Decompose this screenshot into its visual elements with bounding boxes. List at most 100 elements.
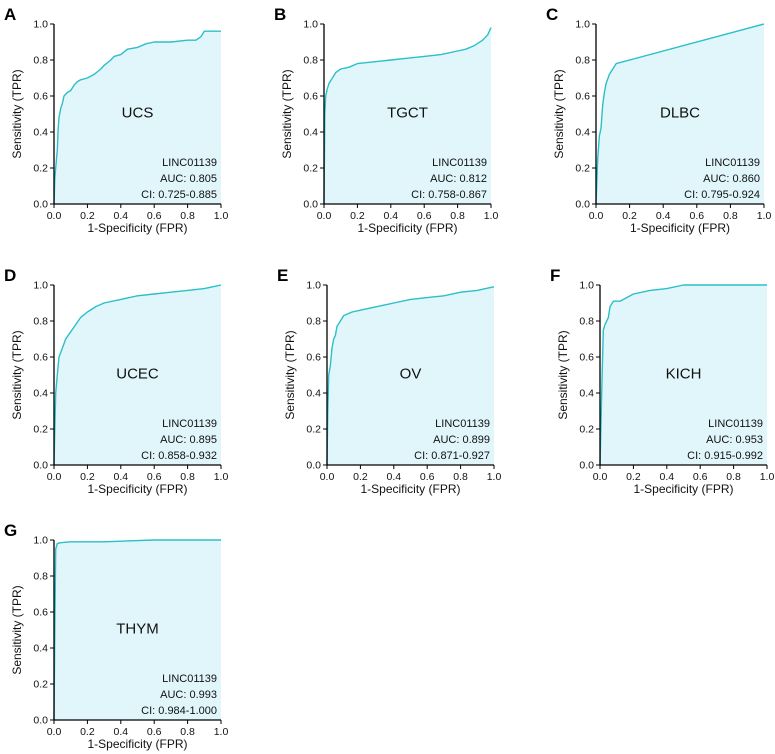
y-tick-label: 1.0: [33, 535, 48, 547]
y-tick-label: 0.6: [303, 91, 318, 103]
x-axis-title: 1-Specificity (FPR): [87, 221, 187, 235]
roc-panel-ov: 0.0 0.2 0.4 0.6 0.8 1.0 0.0 0.2 0.4 0.6 0.8 1.0 1-Sp…: [277, 266, 501, 496]
x-tick-label: 0.6: [417, 210, 432, 222]
roc-area-ov: [327, 286, 494, 465]
y-axis-title: Sensitivity (TPR): [10, 585, 24, 674]
x-tick-label: 1.0: [757, 210, 772, 222]
auc-label: AUC: 0.993: [160, 689, 217, 701]
y-tick-label: 0.8: [306, 316, 321, 328]
ci-label: CI: 0.871-0.927: [414, 450, 490, 462]
x-tick-label: 0.8: [450, 210, 465, 222]
x-tick-label: 0.6: [689, 210, 704, 222]
auc-label: AUC: 0.953: [706, 434, 763, 446]
gene-label: LINC01139: [435, 418, 490, 430]
y-tick-label: 1.0: [575, 19, 590, 31]
y-tick-label: 0.4: [33, 127, 48, 139]
roc-curve-dlbc: [595, 23, 765, 205]
roc-area-ucec: [54, 285, 221, 465]
panel-letter: E: [277, 266, 288, 285]
x-tick-label: 0.2: [622, 210, 637, 222]
panel-letter: D: [4, 266, 16, 285]
ci-label: CI: 0.725-0.885: [141, 189, 217, 201]
y-tick-label: 0.6: [33, 352, 48, 364]
x-axis-title: 1-Specificity (FPR): [360, 482, 460, 496]
y-tick-label: 1.0: [306, 280, 321, 292]
auc-label: AUC: 0.812: [430, 173, 487, 185]
y-tick-label: 0.0: [579, 460, 594, 472]
gene-label: LINC01139: [162, 418, 217, 430]
roc-area-thym: [54, 540, 221, 720]
y-tick-label: 0.2: [303, 163, 318, 175]
ci-label: CI: 0.795-0.924: [684, 189, 760, 201]
x-tick-label: 0.0: [47, 471, 62, 483]
roc-curve-thym: [53, 539, 221, 721]
x-tick-label: 0.2: [80, 471, 95, 483]
x-tick-label: 0.4: [383, 210, 398, 222]
x-tick-label: 0.8: [180, 471, 195, 483]
y-tick-label: 1.0: [33, 19, 48, 31]
gene-label: LINC01139: [708, 418, 763, 430]
y-tick-label: 0.6: [575, 91, 590, 103]
x-tick-label: 0.8: [180, 726, 195, 738]
y-tick-label: 0.8: [575, 55, 590, 67]
x-tick-label: 0.0: [317, 210, 332, 222]
x-tick-label: 0.8: [726, 471, 741, 483]
ci-label: CI: 0.758-0.867: [411, 189, 487, 201]
x-tick-label: 0.6: [693, 471, 708, 483]
roc-area-kich: [600, 285, 767, 465]
y-axis-title: Sensitivity (TPR): [10, 69, 24, 158]
x-tick-label: 1.0: [214, 726, 229, 738]
x-tick-label: 0.6: [147, 471, 162, 483]
y-tick-label: 0.8: [33, 55, 48, 67]
auc-label: AUC: 0.860: [703, 173, 760, 185]
y-tick-label: 0.2: [579, 424, 594, 436]
y-tick-label: 0.0: [33, 715, 48, 727]
y-tick-label: 0.4: [575, 127, 590, 139]
x-tick-label: 1.0: [484, 210, 499, 222]
x-tick-label: 0.2: [80, 210, 95, 222]
x-axis-title: 1-Specificity (FPR): [357, 221, 457, 235]
panel-letter: G: [4, 521, 17, 540]
x-axis-title: 1-Specificity (FPR): [633, 482, 733, 496]
y-tick-label: 1.0: [33, 280, 48, 292]
roc-panel-tgct: 0.0 0.2 0.4 0.6 0.8 1.0 0.0 0.2 0.4 0.6 0.8 1.0 1-Sp…: [274, 5, 498, 235]
y-tick-label: 0.4: [33, 388, 48, 400]
cancer-type-label: UCEC: [116, 366, 159, 383]
y-tick-label: 0.4: [33, 643, 48, 655]
roc-curve-tgct: [323, 27, 492, 205]
y-tick-label: 0.2: [33, 163, 48, 175]
auc-label: AUC: 0.805: [160, 173, 217, 185]
y-tick-label: 1.0: [303, 19, 318, 31]
gene-label: LINC01139: [705, 157, 760, 169]
x-tick-label: 0.6: [420, 471, 435, 483]
y-tick-label: 0.0: [33, 199, 48, 211]
x-tick-label: 0.2: [353, 471, 368, 483]
y-tick-label: 0.8: [579, 316, 594, 328]
y-tick-label: 0.0: [306, 460, 321, 472]
roc-curve-ov: [326, 286, 495, 466]
x-tick-label: 0.0: [47, 726, 62, 738]
x-axis-title: 1-Specificity (FPR): [630, 221, 730, 235]
auc-label: AUC: 0.895: [160, 434, 217, 446]
y-tick-label: 0.4: [579, 388, 594, 400]
y-tick-label: 0.4: [303, 127, 318, 139]
y-tick-label: 0.6: [33, 607, 48, 619]
cancer-type-label: OV: [400, 366, 422, 383]
roc-area-dlbc: [596, 24, 764, 204]
x-tick-label: 0.0: [320, 471, 335, 483]
x-tick-label: 0.0: [47, 210, 62, 222]
x-tick-label: 0.2: [350, 210, 365, 222]
x-tick-label: 1.0: [760, 471, 775, 483]
x-tick-label: 0.4: [113, 471, 128, 483]
x-axis-title: 1-Specificity (FPR): [87, 737, 187, 751]
roc-panel-kich: 0.0 0.2 0.4 0.6 0.8 1.0 0.0 0.2 0.4 0.6 0.8 1.0 1-Sp…: [550, 266, 774, 496]
x-tick-label: 0.4: [113, 726, 128, 738]
y-axis-title: Sensitivity (TPR): [283, 330, 297, 419]
x-tick-label: 0.8: [723, 210, 738, 222]
x-tick-label: 0.4: [113, 210, 128, 222]
y-tick-label: 0.0: [33, 460, 48, 472]
cancer-type-label: UCS: [122, 105, 154, 122]
y-tick-label: 0.2: [306, 424, 321, 436]
x-tick-label: 0.8: [453, 471, 468, 483]
